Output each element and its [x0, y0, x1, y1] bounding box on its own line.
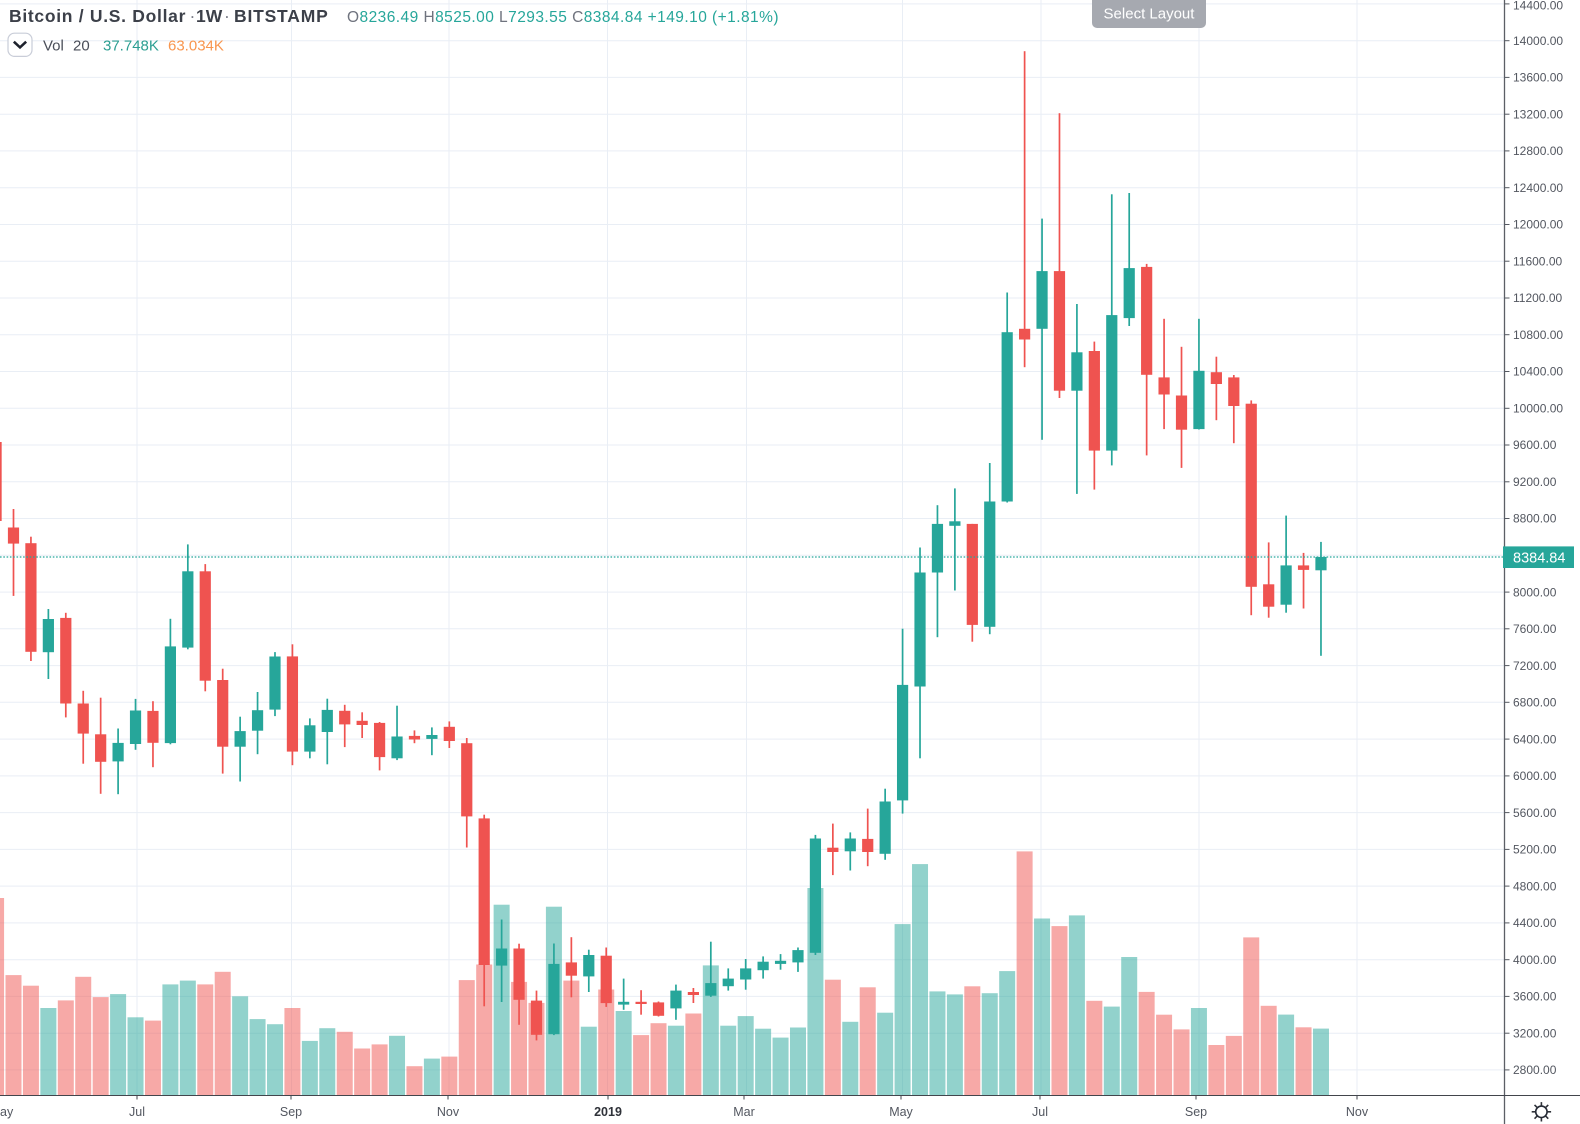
svg-text:Select Layout: Select Layout	[1104, 6, 1196, 23]
svg-text:2800.00: 2800.00	[1513, 1063, 1557, 1077]
svg-text:12400.00: 12400.00	[1513, 181, 1563, 195]
svg-text:11200.00: 11200.00	[1513, 291, 1562, 305]
svg-text:7200.00: 7200.00	[1513, 659, 1557, 673]
svg-text:ay: ay	[0, 1105, 14, 1119]
svg-text:O8236.49 H8525.00 L7293.55 C83: O8236.49 H8525.00 L7293.55 C8384.84 +149…	[347, 9, 779, 26]
svg-text:Vol: Vol	[43, 38, 64, 55]
svg-text:11600.00: 11600.00	[1513, 254, 1562, 268]
svg-text:1W: 1W	[196, 6, 223, 26]
svg-text:12000.00: 12000.00	[1513, 218, 1563, 232]
svg-text:9600.00: 9600.00	[1513, 438, 1557, 452]
svg-text:14000.00: 14000.00	[1513, 34, 1563, 48]
svg-text:Bitcoin / U.S. Dollar: Bitcoin / U.S. Dollar	[9, 6, 186, 26]
svg-text:2019: 2019	[594, 1105, 622, 1119]
svg-text:5600.00: 5600.00	[1513, 806, 1557, 820]
svg-text:10000.00: 10000.00	[1513, 402, 1563, 416]
svg-text:14400.00: 14400.00	[1513, 0, 1563, 13]
svg-text:·: ·	[190, 6, 196, 26]
svg-text:10800.00: 10800.00	[1513, 328, 1563, 342]
svg-text:Jul: Jul	[129, 1105, 145, 1119]
svg-text:63.034K: 63.034K	[168, 38, 224, 55]
svg-text:13200.00: 13200.00	[1513, 107, 1563, 121]
svg-text:May: May	[889, 1105, 913, 1119]
svg-text:10400.00: 10400.00	[1513, 365, 1563, 379]
svg-text:20: 20	[73, 38, 90, 55]
svg-text:Sep: Sep	[280, 1105, 302, 1119]
svg-text:3200.00: 3200.00	[1513, 1026, 1557, 1040]
svg-text:7600.00: 7600.00	[1513, 622, 1557, 636]
svg-text:·: ·	[224, 6, 230, 26]
svg-text:4400.00: 4400.00	[1513, 916, 1557, 930]
svg-text:BITSTAMP: BITSTAMP	[234, 6, 329, 26]
svg-text:5200.00: 5200.00	[1513, 843, 1557, 857]
svg-text:Nov: Nov	[1346, 1105, 1369, 1119]
svg-text:6000.00: 6000.00	[1513, 769, 1557, 783]
svg-text:9200.00: 9200.00	[1513, 475, 1557, 489]
svg-text:6800.00: 6800.00	[1513, 696, 1557, 710]
svg-text:3600.00: 3600.00	[1513, 990, 1557, 1004]
svg-text:4800.00: 4800.00	[1513, 879, 1557, 893]
svg-text:Mar: Mar	[733, 1105, 755, 1119]
svg-text:Nov: Nov	[437, 1105, 460, 1119]
svg-text:37.748K: 37.748K	[103, 38, 159, 55]
svg-text:8000.00: 8000.00	[1513, 585, 1557, 599]
svg-text:8384.84: 8384.84	[1513, 551, 1565, 567]
svg-text:6400.00: 6400.00	[1513, 732, 1557, 746]
svg-text:4000.00: 4000.00	[1513, 953, 1557, 967]
svg-text:12800.00: 12800.00	[1513, 144, 1563, 158]
svg-text:13600.00: 13600.00	[1513, 71, 1563, 85]
svg-text:Sep: Sep	[1185, 1105, 1207, 1119]
svg-text:8800.00: 8800.00	[1513, 512, 1557, 526]
svg-text:Jul: Jul	[1032, 1105, 1048, 1119]
